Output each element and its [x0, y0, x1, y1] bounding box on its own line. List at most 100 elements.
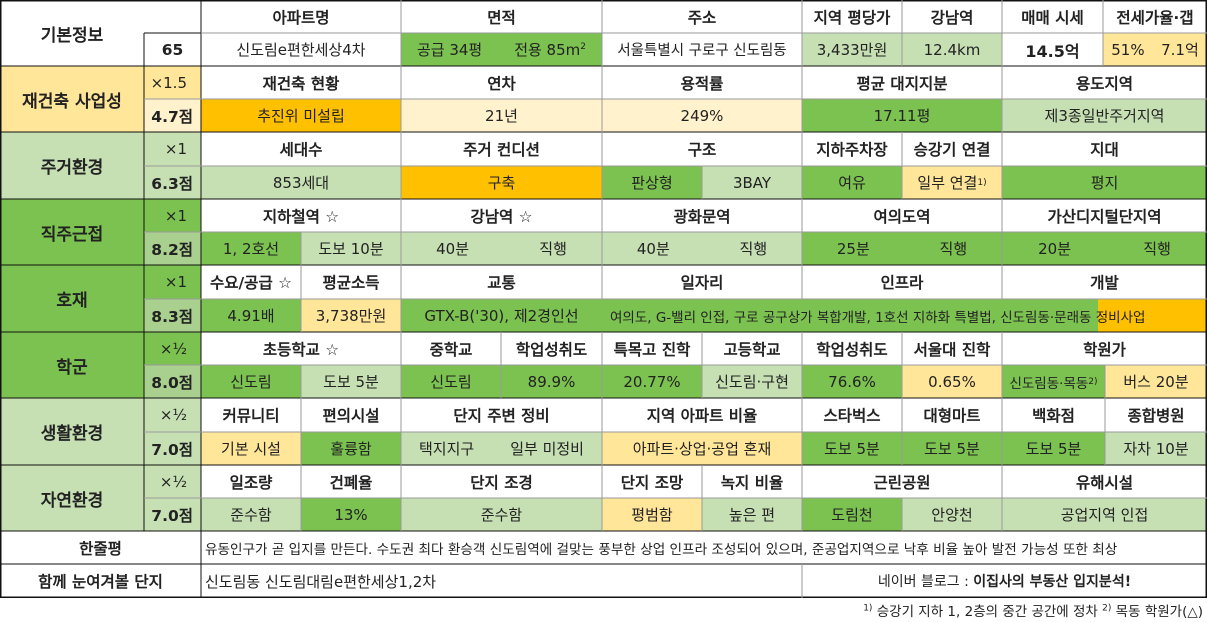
- header-middle: 중학교: [401, 332, 501, 365]
- snu-value: 0.65%: [902, 365, 1002, 398]
- community-value: 기본 시설: [201, 432, 301, 465]
- life-score: 7.0점: [144, 432, 201, 465]
- header-snu: 서울대 진학: [902, 332, 1002, 365]
- header-subway: 지하철역 ☆: [201, 199, 401, 232]
- school-score: 8.0점: [144, 365, 201, 398]
- dept-store-value: 도보 5분: [1002, 432, 1105, 465]
- nature-label: 자연환경: [0, 465, 144, 531]
- header-address: 주소: [602, 0, 802, 33]
- header-mart: 대형마트: [902, 398, 1002, 432]
- nature-score: 7.0점: [144, 498, 201, 531]
- development-label: 호재: [0, 265, 144, 332]
- header-academy: 학원가: [1002, 332, 1207, 365]
- development-score: 8.3점: [144, 299, 201, 332]
- footnotes: 1) 승강기 지하 1, 2층의 중간 공간에 정차 2) 목동 학원가(△): [863, 600, 1203, 620]
- header-park: 근린공원: [802, 465, 1002, 498]
- school-label: 학군: [0, 332, 144, 398]
- header-apt-ratio: 지역 아파트 비율: [602, 398, 802, 432]
- header-middle-achievement: 학업성취도: [501, 332, 602, 365]
- header-jobs: 일자리: [602, 265, 802, 299]
- header-jeonse-gap: 전세가율·갭: [1103, 0, 1207, 33]
- header-green-ratio: 녹지 비율: [702, 465, 802, 498]
- gwanghwamun-commute-value: 40분 직행: [602, 232, 802, 265]
- area-value: 공급 34평 전용 85m2: [401, 33, 602, 66]
- area-supply: 공급 34평: [416, 41, 483, 59]
- elevator-value: 일부 연결 1): [902, 166, 1002, 199]
- jobs-infra-dev-value: 여의도, G-밸리 인접, 구로 공구상가 복합개발, 1호선 지하화 특별법,…: [602, 299, 1207, 332]
- header-dev: 개발: [1002, 265, 1207, 299]
- high-achievement-value: 76.6%: [802, 365, 902, 398]
- living-score: 6.3점: [144, 166, 201, 199]
- development-multiplier: ×1: [144, 265, 201, 299]
- park-value-2: 안양천: [902, 498, 1002, 531]
- terrain-value: 평지: [1002, 166, 1207, 199]
- living-label: 주거환경: [0, 132, 144, 199]
- mart-value: 도보 5분: [902, 432, 1002, 465]
- surroundings-value: 택지지구 일부 미정비: [401, 432, 602, 465]
- basic-info-label: 기본정보: [0, 0, 144, 66]
- header-area: 면적: [401, 0, 602, 33]
- rebuild-multiplier: ×1.5: [144, 66, 201, 99]
- commute-multiplier: ×1: [144, 199, 201, 232]
- header-land-share: 평균 대지지분: [802, 66, 1002, 99]
- special-hs-value: 20.77%: [602, 365, 702, 398]
- header-terrain: 지대: [1002, 132, 1207, 166]
- header-gasan: 가산디지털단지역: [1002, 199, 1207, 232]
- subway-lines-value: 1, 2호선: [201, 232, 301, 265]
- middle-achievement-value: 89.9%: [501, 365, 602, 398]
- condition-value: 구축: [401, 166, 602, 199]
- gap-amount: 7.1억: [1161, 41, 1199, 59]
- header-building-age: 연차: [401, 66, 602, 99]
- high-value: 신도림·구현: [702, 365, 802, 398]
- building-age-value: 21년: [401, 99, 602, 132]
- parking-value: 여유: [802, 166, 902, 199]
- life-multiplier: ×½: [144, 398, 201, 432]
- gangnam-commute-value: 40분 직행: [401, 232, 602, 265]
- subway-walk-value: 도보 10분: [301, 232, 401, 265]
- header-parking: 지하주차장: [802, 132, 902, 166]
- commute-label: 직주근접: [0, 199, 144, 265]
- view-value: 평범함: [602, 498, 702, 531]
- school-multiplier: ×½: [144, 332, 201, 365]
- header-apt-name: 아파트명: [201, 0, 401, 33]
- price-per-pyeong-value: 3,433만원: [802, 33, 902, 66]
- header-condition: 주거 컨디션: [401, 132, 602, 166]
- header-community: 커뮤니티: [201, 398, 301, 432]
- header-gangnam-distance: 강남역: [902, 0, 1002, 33]
- blog-credit[interactable]: 네이버 블로그 : 이집사의 부동산 입지분석!: [802, 564, 1207, 598]
- apt-name-value: 신도림e편한세상4차: [201, 33, 401, 66]
- middle-value: 신도림: [401, 365, 501, 398]
- starbucks-value: 도보 5분: [802, 432, 902, 465]
- hospital-value: 자차 10분: [1105, 432, 1207, 465]
- blog-name[interactable]: 이집사의 부동산 입지분석!: [973, 574, 1132, 590]
- area-exclusive: 전용 85m2: [514, 41, 586, 59]
- summary-text: 유동인구가 곧 입지를 만든다. 수도권 최다 환승객 신도림역에 걸맞는 풍부…: [201, 531, 1207, 564]
- footnote-2-mark: 2): [1102, 603, 1112, 614]
- coverage-value: 13%: [301, 498, 401, 531]
- footnote-2-text: 목동 학원가(△): [1111, 604, 1203, 620]
- header-surroundings: 단지 주변 정비: [401, 398, 602, 432]
- sale-price-value: 14.5억: [1002, 33, 1103, 66]
- facilities-value: 훌륭함: [301, 432, 401, 465]
- jeonse-rate: 51%: [1111, 40, 1145, 59]
- gangnam-distance-value: 12.4km: [902, 33, 1002, 66]
- rebuild-status-value: 추진위 미설립: [201, 99, 401, 132]
- summary-label: 한줄평: [0, 531, 201, 564]
- rebuild-score: 4.7점: [144, 99, 201, 132]
- living-multiplier: ×1: [144, 132, 201, 166]
- header-households: 세대수: [201, 132, 401, 166]
- elementary-walk-value: 도보 5분: [301, 365, 401, 398]
- land-share-value: 17.11평: [802, 99, 1002, 132]
- header-sale-price: 매매 시세: [1002, 0, 1103, 33]
- header-traffic: 교통: [401, 265, 602, 299]
- property-number: 65: [144, 33, 201, 66]
- header-view: 단지 조망: [602, 465, 702, 498]
- header-starbucks: 스타벅스: [802, 398, 902, 432]
- commute-score: 8.2점: [144, 232, 201, 265]
- green-ratio-value: 높은 편: [702, 498, 802, 531]
- header-rebuild-status: 재건축 현황: [201, 66, 401, 99]
- header-landscape: 단지 조경: [401, 465, 602, 498]
- sunlight-value: 준수함: [201, 498, 301, 531]
- header-supply-demand: 수요/공급 ☆: [201, 265, 301, 299]
- address-value: 서울특별시 구로구 신도림동: [602, 33, 802, 66]
